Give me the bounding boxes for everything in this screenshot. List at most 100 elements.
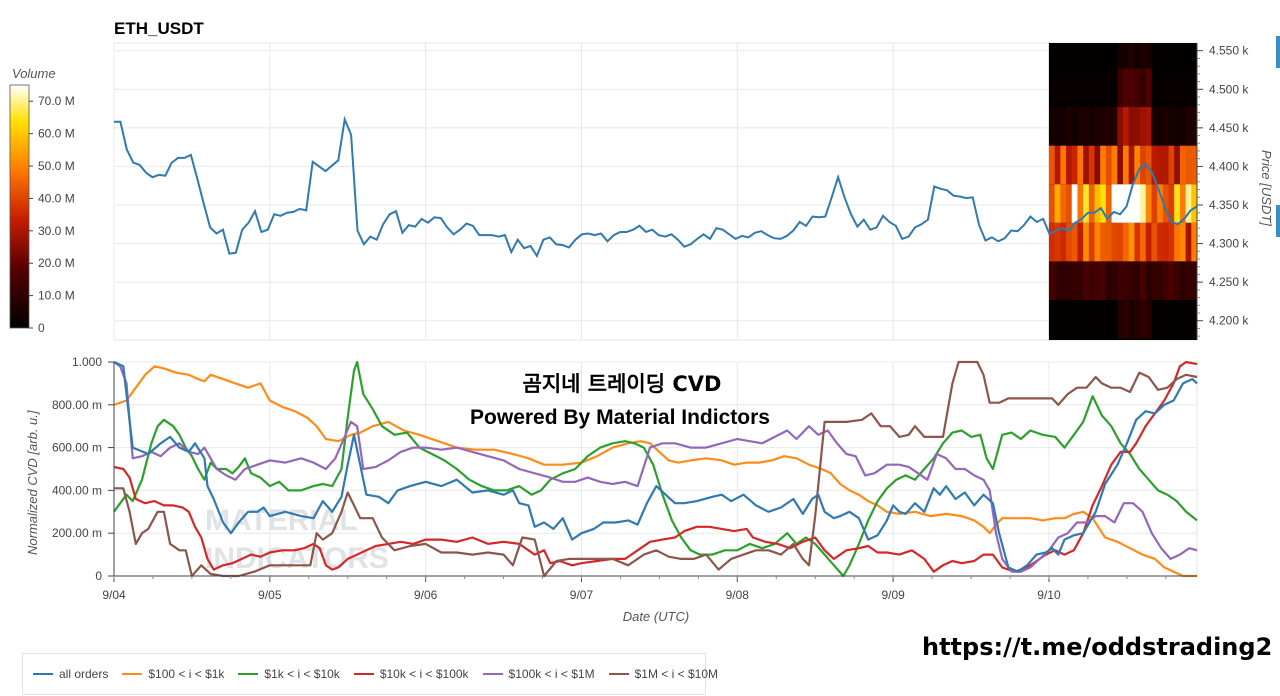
price-tick-label: 4.200 k xyxy=(1209,314,1249,328)
heatmap-cell xyxy=(1185,184,1192,223)
heatmap-cell xyxy=(1083,184,1090,223)
legend-swatch xyxy=(482,673,503,675)
heatmap-cell xyxy=(1168,68,1175,108)
heatmap-cell xyxy=(1060,145,1067,185)
heatmap-cell xyxy=(1185,43,1192,69)
heatmap-cell xyxy=(1145,43,1152,69)
heatmap-cell xyxy=(1048,43,1056,69)
cvd-series-c1m-10m xyxy=(114,360,1198,578)
heatmap-cell xyxy=(1145,222,1152,262)
heatmap-cell xyxy=(1174,43,1181,69)
heatmap-cell xyxy=(1157,299,1164,339)
heatmap-cell xyxy=(1083,145,1090,185)
cvd-x-tick-label: 9/10 xyxy=(1037,588,1061,602)
heatmap-cell xyxy=(1071,299,1078,339)
heatmap-cell xyxy=(1111,68,1118,108)
cvd-y-tick-label: 1.000 xyxy=(72,355,102,369)
heatmap-cell xyxy=(1191,68,1198,108)
legend-item[interactable]: all orders xyxy=(33,667,108,681)
cvd-x-axis-ticks: 9/04 9/05 9/06 9/07 9/08 9/09 9/10 xyxy=(102,576,1167,602)
edge-scroll-marker-top xyxy=(1276,36,1280,68)
legend-item[interactable]: $100k < i < $1M xyxy=(482,667,595,681)
price-tick-label: 4.450 k xyxy=(1209,121,1249,135)
heatmap-cell xyxy=(1054,222,1061,262)
heatmap-cell xyxy=(1168,107,1175,146)
heatmap-cell xyxy=(1077,68,1084,108)
faint-logo-line-2: INDICATORS xyxy=(205,542,389,575)
colorbar-tick-label: 10.0 M xyxy=(38,289,75,303)
heatmap-cell xyxy=(1111,184,1118,223)
heatmap-cell xyxy=(1066,145,1073,185)
heatmap-cell xyxy=(1151,222,1158,262)
price-series-line xyxy=(114,115,1198,259)
heatmap-cell xyxy=(1117,184,1124,223)
legend-label: $100k < i < $1M xyxy=(508,667,595,681)
heatmap-cell xyxy=(1191,299,1198,339)
volume-heatmap xyxy=(1048,43,1198,340)
colorbar-gradient xyxy=(9,84,30,329)
heatmap-cell xyxy=(1060,43,1067,69)
heatmap-cell xyxy=(1048,68,1056,108)
heatmap-cell xyxy=(1111,145,1118,185)
heatmap-cell xyxy=(1048,299,1056,339)
heatmap-cell xyxy=(1094,184,1101,223)
legend-item[interactable]: $100 < i < $1k xyxy=(122,667,224,681)
heatmap-cell xyxy=(1060,222,1067,262)
heatmap-cell xyxy=(1162,299,1170,339)
heatmap-cell xyxy=(1134,107,1141,146)
heatmap-cell xyxy=(1122,222,1130,262)
heatmap-cell xyxy=(1105,222,1113,262)
heatmap-cell xyxy=(1140,261,1147,300)
heatmap-cell xyxy=(1071,184,1078,223)
heatmap-cell xyxy=(1174,261,1181,300)
heatmap-cell xyxy=(1111,107,1118,146)
heatmap-cell xyxy=(1157,107,1164,146)
legend-item[interactable]: $1M < i < $10M xyxy=(608,667,718,681)
heatmap-cell xyxy=(1105,107,1113,146)
legend-swatch xyxy=(608,673,629,675)
heatmap-cell xyxy=(1100,222,1107,262)
legend-item[interactable]: $1k < i < $10k xyxy=(238,667,340,681)
heatmap-cell xyxy=(1117,107,1124,146)
cvd-series-c100k-1m xyxy=(113,361,1198,573)
heatmap-cell xyxy=(1054,261,1061,300)
heatmap-cell xyxy=(1077,299,1084,339)
heatmap-cell xyxy=(1174,184,1181,223)
heatmap-cell xyxy=(1066,68,1073,108)
colorbar-tick-label: 60.0 M xyxy=(38,127,75,141)
heatmap-cell xyxy=(1191,184,1198,223)
cvd-y-tick-label: 400.00 m xyxy=(52,483,102,497)
heatmap-cell xyxy=(1100,184,1107,223)
heatmap-cell xyxy=(1100,68,1107,108)
heatmap-cell xyxy=(1122,43,1130,69)
heatmap-cell xyxy=(1094,261,1101,300)
legend-swatch xyxy=(122,673,143,675)
heatmap-cell xyxy=(1151,184,1158,223)
heatmap-cell xyxy=(1134,222,1141,262)
heatmap-cell xyxy=(1071,222,1078,262)
colorbar-ticks: 70.0 M 60.0 M 50.0 M 40.0 M 30.0 M 20.0 M 10.0… xyxy=(29,94,75,335)
heatmap-cell xyxy=(1100,145,1107,185)
heatmap-cell xyxy=(1185,299,1192,339)
heatmap-cell xyxy=(1060,261,1067,300)
heatmap-cell xyxy=(1157,68,1164,108)
heatmap-cell xyxy=(1048,184,1056,223)
price-axis-ticks: 4.550 k 4.500 k 4.450 k 4.400 k 4.350 k 4.300… xyxy=(1197,44,1249,337)
heatmap-cell xyxy=(1071,68,1078,108)
cvd-y-tick-label: 600.00 m xyxy=(52,441,102,455)
legend-item[interactable]: $10k < i < $100k xyxy=(353,667,469,681)
heatmap-cell xyxy=(1105,68,1113,108)
heatmap-cell xyxy=(1140,68,1147,108)
cvd-series-c1k-10k xyxy=(113,360,1198,578)
heatmap-cell xyxy=(1145,261,1152,300)
heatmap-cell xyxy=(1185,68,1192,108)
heatmap-cell xyxy=(1122,68,1130,108)
heatmap-cell xyxy=(1157,222,1164,262)
cvd-x-tick-label: 9/08 xyxy=(726,588,750,602)
legend-label: $1k < i < $10k xyxy=(264,667,340,681)
heatmap-cell xyxy=(1054,68,1061,108)
telegram-link[interactable]: https://t.me/oddstrading2 xyxy=(922,633,1273,661)
heatmap-cell xyxy=(1162,184,1170,223)
colorbar-tick-label: 0 xyxy=(38,321,45,335)
